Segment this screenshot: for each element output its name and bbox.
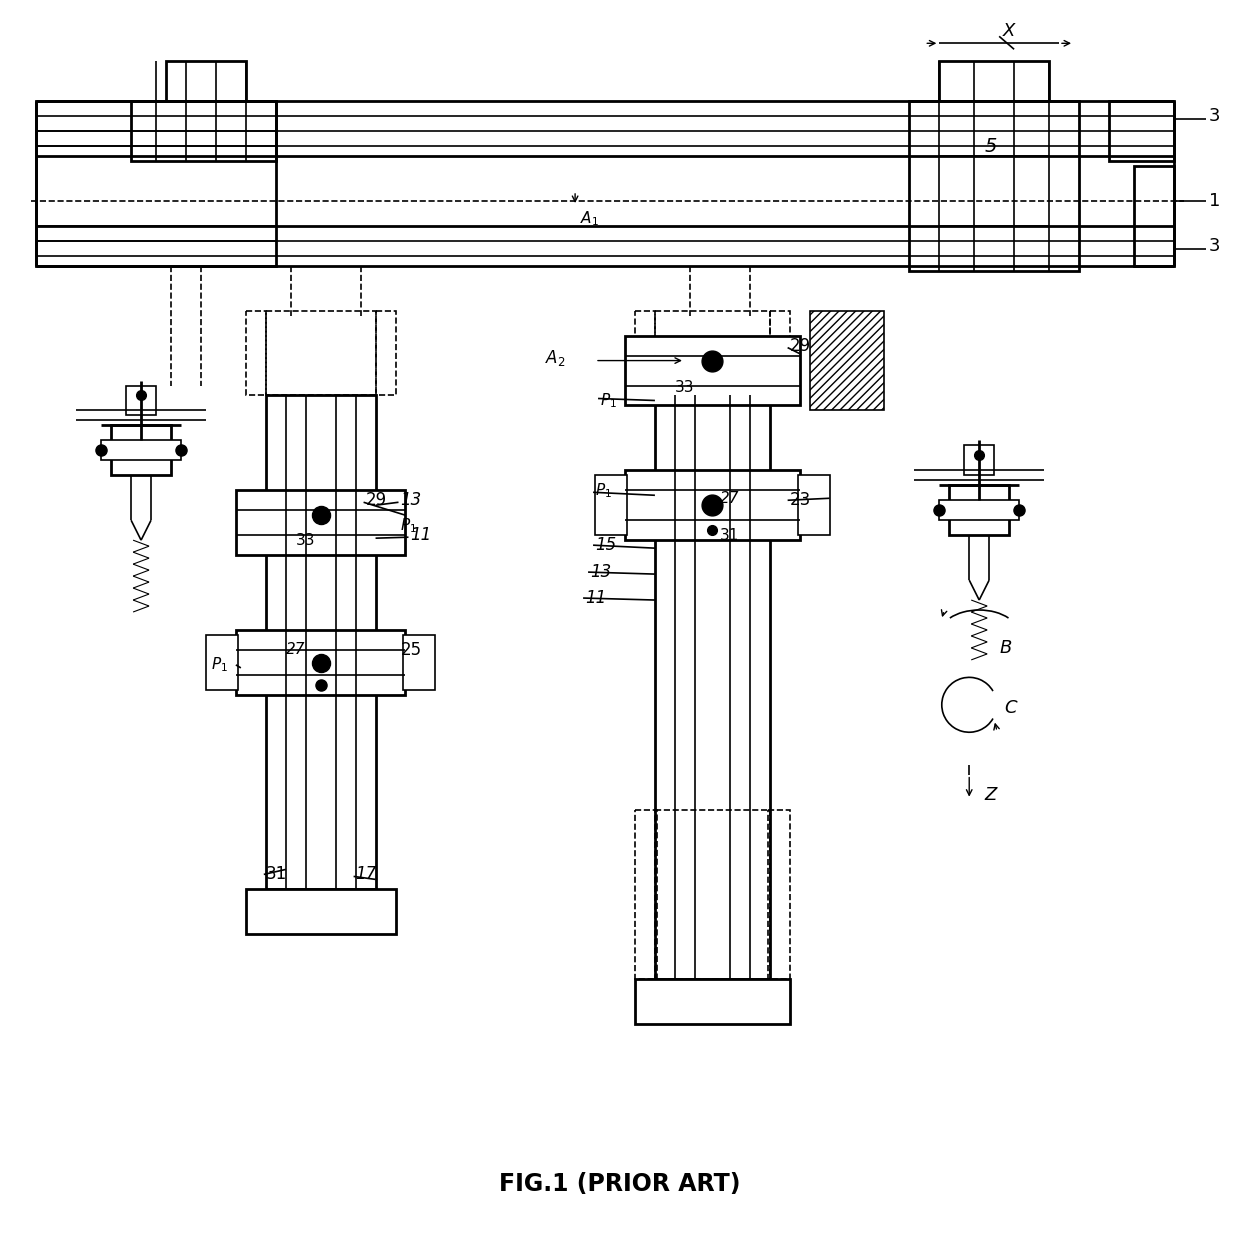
Bar — [810, 311, 884, 411]
Text: 33: 33 — [675, 380, 694, 395]
Bar — [265, 311, 376, 396]
Text: FIG.1 (PRIOR ART): FIG.1 (PRIOR ART) — [500, 1171, 740, 1196]
Text: $P_1$: $P_1$ — [595, 481, 613, 499]
Bar — [655, 311, 770, 396]
Bar — [166, 62, 246, 106]
Text: 3: 3 — [1209, 107, 1220, 125]
Bar — [236, 491, 405, 555]
Text: 5: 5 — [985, 137, 997, 155]
Bar — [36, 101, 275, 266]
Bar — [965, 445, 994, 475]
Text: $A_2$: $A_2$ — [544, 348, 565, 367]
Bar — [403, 635, 435, 689]
Bar — [376, 311, 396, 396]
Text: 31: 31 — [719, 528, 739, 543]
Bar — [635, 979, 790, 1025]
Bar — [939, 501, 1019, 520]
Text: 27: 27 — [719, 491, 739, 506]
Text: 29: 29 — [366, 491, 387, 509]
Bar — [1109, 101, 1174, 162]
Bar — [635, 810, 657, 979]
Text: 31: 31 — [265, 866, 286, 883]
Text: C: C — [1004, 699, 1017, 716]
Text: 13: 13 — [401, 491, 422, 509]
Text: 11: 11 — [585, 589, 606, 607]
Text: 11: 11 — [410, 526, 432, 544]
Text: 25: 25 — [401, 641, 422, 658]
Text: 29: 29 — [790, 337, 811, 355]
Bar — [797, 475, 830, 535]
Bar — [655, 810, 770, 979]
Bar — [770, 311, 790, 396]
Text: 27: 27 — [285, 642, 305, 657]
Bar — [655, 396, 770, 979]
Text: 15: 15 — [595, 536, 616, 554]
Bar — [625, 470, 800, 540]
Text: $P_1$: $P_1$ — [211, 656, 228, 674]
Bar — [206, 635, 238, 689]
Bar — [909, 101, 1079, 271]
Text: $A_1$: $A_1$ — [580, 210, 599, 228]
Bar — [112, 425, 171, 475]
Text: Z: Z — [985, 785, 997, 804]
Text: 13: 13 — [590, 563, 611, 581]
Bar — [635, 311, 655, 396]
Bar — [595, 475, 627, 535]
Text: B: B — [999, 639, 1012, 657]
Text: 3: 3 — [1209, 237, 1220, 255]
Bar — [625, 335, 800, 406]
Bar — [768, 810, 790, 979]
Text: 23: 23 — [790, 491, 811, 509]
Text: $P_1$: $P_1$ — [600, 391, 618, 409]
Bar — [1133, 166, 1174, 266]
Bar — [246, 311, 265, 396]
Bar — [265, 396, 376, 889]
Text: $P_1$: $P_1$ — [401, 515, 418, 535]
Bar — [102, 440, 181, 460]
Bar — [131, 101, 275, 162]
Bar — [236, 630, 405, 695]
Bar — [126, 386, 156, 416]
Bar — [950, 486, 1009, 535]
Text: 33: 33 — [295, 533, 315, 547]
Text: X: X — [1003, 22, 1016, 41]
Text: 17: 17 — [356, 866, 377, 883]
Bar — [246, 889, 396, 935]
Text: 1: 1 — [1209, 192, 1220, 210]
Bar — [939, 62, 1049, 111]
